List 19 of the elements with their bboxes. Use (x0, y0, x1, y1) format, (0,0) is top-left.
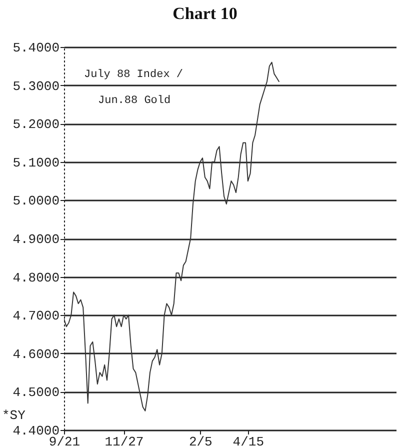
y-tick-label: 4.8000 (12, 270, 60, 286)
y-tick-label: 4.9000 (12, 232, 60, 247)
y-tick-label: 5.1000 (12, 155, 60, 170)
y-tick-label: 4.5000 (12, 385, 60, 400)
text: *SY (2, 408, 26, 423)
y-tick-label: 5.0000 (12, 194, 60, 209)
y-tick-label: 5.3000 (12, 78, 60, 94)
x-tick-label: 9/21 (48, 434, 80, 448)
x-tick-label: 4/15 (232, 434, 264, 448)
y-tick-label: 5.2000 (12, 117, 60, 132)
annotation: July 88 Index / (84, 69, 184, 81)
y-tick-label: 4.6000 (12, 346, 60, 362)
line-series (64, 62, 280, 412)
y-tick-label: 4.7000 (12, 308, 60, 324)
annotation: Jun.88 Gold (98, 95, 171, 107)
chart-title: Chart 10 (172, 4, 238, 23)
x-tick-label: 11/27 (104, 434, 144, 448)
y-tick-label: 5.4000 (12, 40, 60, 56)
x-tick-label: 2/5 (188, 434, 212, 448)
